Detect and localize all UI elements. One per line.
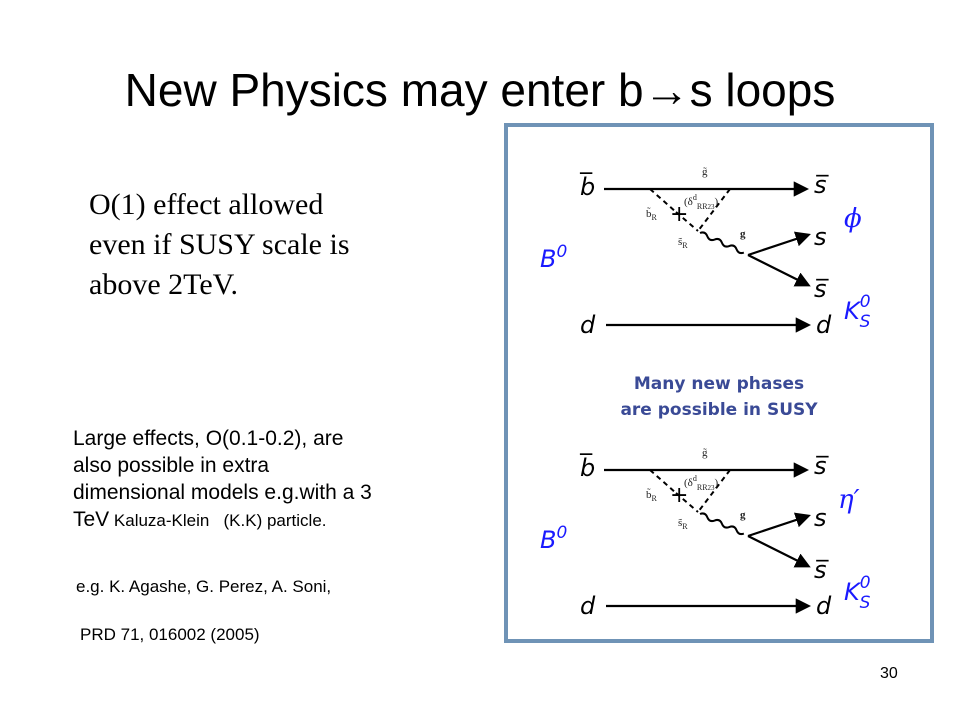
top-spectator-left-label: d — [580, 311, 596, 339]
ed-line-1: Large effects, O(0.1-0.2), are — [73, 427, 344, 450]
bottom-sbottom-label: b̃R — [646, 487, 658, 503]
bottom-final-state-label: η′ — [838, 485, 860, 515]
ed-line-4: TeV Kaluza-Klein (K.K) particle. — [73, 506, 493, 534]
bottom-incoming-quark-label: b̅ — [579, 453, 595, 482]
top-feynman-diagram: + b̅ d d s̅ s s̅ g̃ b̃R s̃R (δdRR23) g B… — [540, 166, 871, 339]
top-final-state-label: ϕ — [844, 204, 862, 234]
top-gluon-line — [699, 231, 745, 255]
page-number: 30 — [880, 665, 898, 682]
bottom-gluino-label: g̃ — [702, 447, 708, 459]
bottom-spectator-right-label: d — [816, 592, 832, 620]
bottom-sstrange-line — [675, 492, 699, 513]
top-mass-insertion-label: (δdRR23) — [684, 193, 719, 211]
top-outgoing-quark-2: s — [814, 223, 827, 251]
phase-note-line-2: are possible in SUSY — [620, 400, 818, 420]
bottom-feynman-diagram: + b̅ d d s̅ s s̅ g̃ b̃R s̃R (δdRR23) g B… — [540, 447, 871, 620]
top-incoming-quark-label: b̅ — [579, 172, 595, 201]
bottom-sbar-quark-line — [747, 535, 811, 568]
feynman-diagrams-svg: + b̅ d d s̅ s s̅ g̃ b̃R s̃R (δdRR23) g B… — [540, 166, 871, 620]
note-line-1: O(1) effect allowed — [89, 188, 324, 221]
top-sbottom-label: b̃R — [646, 206, 658, 222]
bottom-b-meson-label: B0 — [540, 523, 567, 554]
top-s-quark-line — [747, 231, 811, 257]
reference-journal: PRD 71, 016002 (2005) — [80, 625, 260, 644]
top-outgoing-quark-3: s̅ — [814, 275, 829, 303]
top-gluino-label: g̃ — [702, 166, 708, 178]
ed-line-2: also possible in extra — [73, 454, 270, 477]
top-spectator-right-label: d — [816, 311, 832, 339]
bottom-s-quark-line — [747, 512, 811, 538]
bottom-outgoing-quark-3: s̅ — [814, 556, 829, 584]
top-kaon-label: K0 S — [844, 292, 871, 332]
bottom-gluon-label: g — [740, 509, 746, 521]
bottom-kaon-label: K0 S — [844, 573, 871, 613]
slide-title: New Physics may enter b→s loops — [124, 64, 836, 116]
bottom-outgoing-quark-2: s — [814, 504, 827, 532]
bottom-spectator-left-label: d — [580, 592, 596, 620]
top-b-meson-label: B0 — [540, 242, 567, 273]
susy-scale-note: O(1) effect allowed even if SUSY scale i… — [89, 185, 429, 305]
ed-line-4-tev: TeV — [73, 508, 110, 531]
bottom-cross-mark: + — [670, 483, 688, 508]
phase-note-line-1: Many new phases — [634, 374, 804, 394]
top-gluon-label: g — [740, 228, 746, 240]
top-sstrange-line — [675, 211, 699, 232]
bottom-outgoing-quark-1: s̅ — [814, 452, 829, 480]
ed-line-3: dimensional models e.g.with a 3 — [73, 481, 372, 504]
bottom-sstrange-label: s̃R — [678, 517, 688, 531]
ed-line-4-rest: Kaluza-Klein (K.K) particle. — [109, 511, 327, 530]
top-sbar-quark-line — [747, 254, 811, 287]
feynman-diagram-panel: + b̅ d d s̅ s s̅ g̃ b̃R s̃R (δdRR23) g B… — [504, 123, 934, 643]
bottom-gluon-line — [699, 512, 745, 536]
note-line-2: even if SUSY scale is — [89, 228, 350, 261]
top-outgoing-quark-1: s̅ — [814, 171, 829, 199]
bottom-mass-insertion-label: (δdRR23) — [684, 474, 719, 492]
top-sbottom-line — [649, 188, 677, 213]
extra-dimension-note: Large effects, O(0.1-0.2), are also poss… — [73, 425, 493, 534]
top-sstrange-label: s̃R — [678, 236, 688, 250]
bottom-sbottom-line — [649, 469, 677, 494]
note-line-3: above 2TeV. — [89, 268, 238, 301]
reference-authors: e.g. K. Agashe, G. Perez, A. Soni, — [76, 577, 332, 596]
top-cross-mark: + — [670, 202, 688, 227]
